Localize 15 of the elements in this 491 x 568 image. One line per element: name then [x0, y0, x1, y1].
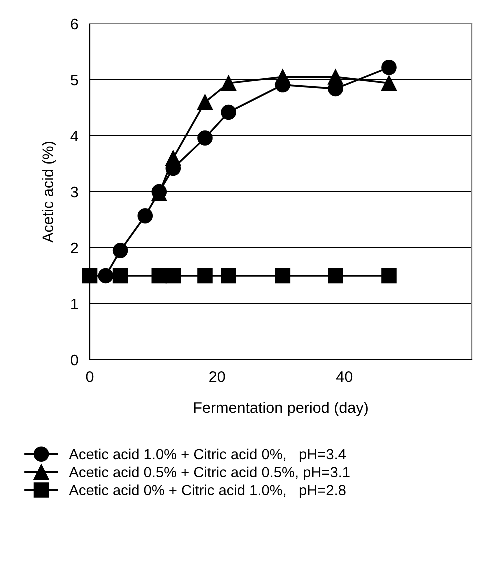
legend-label: Acetic acid 1.0% + Citric acid 0%, pH=3.4: [69, 448, 346, 462]
y-tick-label: 0: [70, 354, 78, 366]
y-tick-label: 6: [71, 18, 78, 30]
y-axis-title: Acetic acid (%): [42, 142, 56, 243]
y-tick-label: 4: [70, 131, 78, 142]
x-tick-label: 0: [86, 372, 94, 382]
legend-label: Acetic acid 0.5% + Citric acid 0.5%, pH=3.1: [69, 466, 350, 480]
x-axis-title: Fermentation period (day): [194, 402, 368, 416]
x-tick-label: 40: [336, 372, 353, 382]
legend-label: Acetic acid 0% + Citric acid 1.0%, pH=2.8: [69, 484, 346, 498]
y-tick-label: 1: [72, 299, 78, 310]
y-tick-label: 3: [70, 186, 78, 198]
x-tick-label: 20: [210, 372, 226, 382]
y-tick-label: 2: [71, 242, 78, 254]
y-tick-label: 5: [71, 75, 78, 86]
